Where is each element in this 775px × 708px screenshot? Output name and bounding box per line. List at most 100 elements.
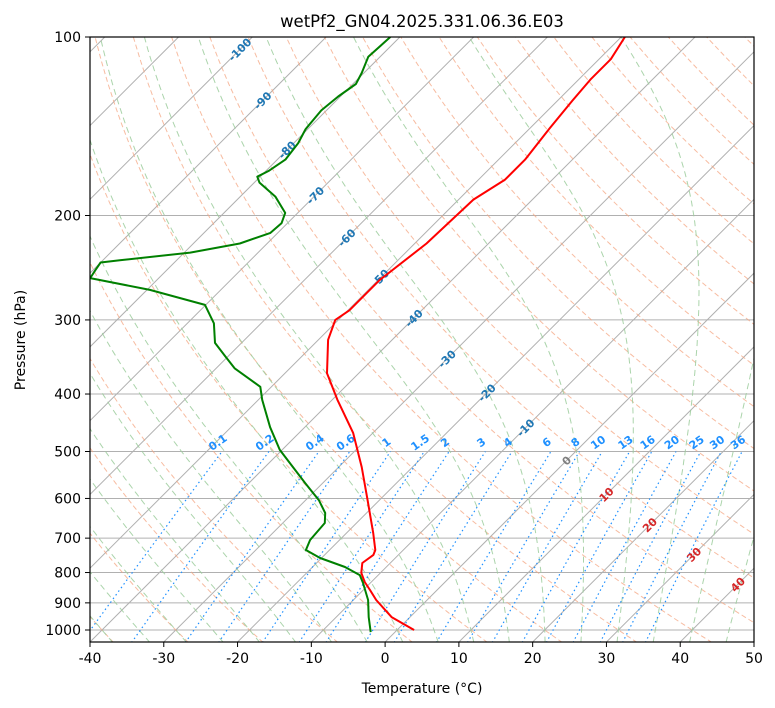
mixing-ratio-label: 2 bbox=[438, 435, 452, 450]
isotherm-line bbox=[458, 346, 754, 642]
mixing-ratio-label: 16 bbox=[638, 433, 658, 453]
moist-adiabat-line bbox=[90, 427, 261, 642]
moist-adiabat-line bbox=[763, 37, 775, 643]
mixing-ratio-lines bbox=[90, 451, 743, 642]
isotherm-line bbox=[384, 272, 754, 642]
isotherm-line bbox=[90, 37, 696, 642]
x-tick-label: -30 bbox=[152, 651, 175, 667]
mixing-ratio-line bbox=[185, 451, 320, 642]
mixing-ratio-label: 30 bbox=[707, 433, 727, 453]
y-tick-label: 900 bbox=[54, 596, 81, 612]
moist-adiabat-line bbox=[689, 355, 754, 642]
mixing-ratio-line bbox=[393, 451, 513, 642]
moist-adiabat-line bbox=[353, 37, 584, 642]
sounding-series bbox=[90, 37, 626, 633]
y-axis-label: Pressure (hPa) bbox=[13, 290, 29, 390]
isotherm-line bbox=[310, 198, 754, 642]
isotherm-line bbox=[163, 51, 754, 642]
chart-title: wetPf2_GN04.2025.331.06.36.E03 bbox=[280, 12, 564, 32]
moist-adiabat-line bbox=[265, 37, 546, 642]
isotherm-label: -90 bbox=[251, 89, 274, 112]
x-axis-label: Temperature (°C) bbox=[361, 681, 483, 697]
dry-adiabat-line bbox=[94, 37, 563, 642]
isotherm-line bbox=[90, 37, 253, 201]
mixing-ratio-line bbox=[218, 451, 351, 642]
dry-adiabat-line bbox=[90, 357, 339, 642]
moist-adiabat-line bbox=[90, 478, 224, 642]
dry-adiabat-line bbox=[209, 37, 754, 624]
y-tick-label: 700 bbox=[54, 531, 81, 547]
dry-adiabat-line bbox=[667, 37, 754, 126]
dry-adiabat-line bbox=[90, 532, 189, 642]
moist-adiabat-line bbox=[90, 372, 297, 642]
mixing-ratio-label: 25 bbox=[687, 433, 707, 452]
mixing-ratio-label: 6 bbox=[540, 435, 554, 450]
moist-adiabat-line bbox=[90, 570, 151, 642]
y-tick-label: 800 bbox=[54, 566, 81, 582]
moist-adiabat-line bbox=[90, 525, 187, 642]
dry-adiabat-line bbox=[171, 37, 713, 642]
dry-adiabat-line bbox=[323, 37, 754, 492]
x-tick-label: 30 bbox=[598, 651, 616, 667]
dry-adiabat-line bbox=[629, 37, 754, 165]
x-tick-label: -10 bbox=[300, 651, 323, 667]
x-tick-label: 10 bbox=[450, 651, 468, 667]
dry-adiabat-line bbox=[553, 37, 754, 245]
mixing-ratio-line bbox=[90, 451, 223, 632]
mixing-ratio-label: 1.5 bbox=[409, 432, 432, 454]
isotherm-line bbox=[236, 124, 754, 642]
mixing-ratio-line bbox=[467, 451, 581, 642]
mixing-ratio-labels: 0.1 0.2 0.4 0.6 1 1.5 2 3 4 6 8 10 13 16 20 25 30 36 bbox=[206, 432, 748, 454]
dry-adiabat-line bbox=[438, 37, 754, 366]
x-tick-label: 40 bbox=[671, 651, 689, 667]
temperature-profile-line bbox=[326, 37, 626, 631]
mixing-ratio-line bbox=[364, 451, 486, 642]
dry-adiabat-line bbox=[90, 261, 413, 642]
mixing-ratio-line bbox=[546, 451, 653, 642]
y-tick-label: 100 bbox=[54, 30, 81, 46]
dewpoint-profile-line bbox=[90, 37, 391, 633]
isotherm-label: -10 bbox=[514, 416, 537, 439]
dry-adiabats bbox=[90, 37, 754, 642]
isotherm-line bbox=[90, 37, 548, 496]
x-tick-label: -40 bbox=[79, 651, 102, 667]
mixing-ratio-label: 3 bbox=[474, 435, 488, 450]
mixing-ratio-label: 36 bbox=[728, 433, 748, 453]
mixing-ratio-label: 8 bbox=[569, 435, 583, 450]
dry-adiabat-line bbox=[362, 37, 754, 450]
mixing-ratio-line bbox=[622, 451, 722, 642]
x-axis-ticks: -40 -30 -20 -10 0 10 20 30 40 50 bbox=[79, 642, 763, 667]
isotherm-line bbox=[753, 641, 754, 642]
dry-adiabat-line bbox=[132, 37, 638, 642]
isotherm-line bbox=[605, 493, 754, 642]
moist-adiabat-line bbox=[90, 234, 368, 642]
isotherm-line bbox=[531, 419, 754, 642]
isotherm-gridlines bbox=[90, 37, 754, 642]
mixing-ratio-line bbox=[325, 451, 450, 642]
mixing-ratio-line bbox=[599, 451, 702, 642]
x-tick-label: 20 bbox=[524, 651, 542, 667]
y-tick-label: 1000 bbox=[45, 623, 81, 639]
dry-adiabat-line bbox=[90, 447, 264, 642]
y-tick-label: 200 bbox=[54, 209, 81, 225]
moist-adiabat-line bbox=[620, 37, 700, 642]
mixing-ratio-label: 4 bbox=[501, 435, 515, 450]
mixing-ratio-line bbox=[298, 451, 425, 642]
moist-adiabat-line bbox=[725, 534, 754, 642]
mixing-ratio-line bbox=[436, 451, 552, 642]
isotherm-label: -100 bbox=[226, 35, 255, 64]
dry-adiabat-line bbox=[90, 152, 488, 642]
isobar-gridlines bbox=[90, 37, 754, 631]
moist-adiabat-line bbox=[90, 138, 404, 642]
dry-adiabat-line bbox=[591, 37, 754, 205]
dry-adiabat-line bbox=[285, 37, 754, 535]
y-tick-label: 500 bbox=[54, 444, 81, 460]
moist-adiabats bbox=[90, 37, 775, 643]
y-tick-label: 400 bbox=[54, 387, 81, 403]
mixing-ratio-label: 0.1 bbox=[206, 432, 229, 454]
dry-adiabat-line bbox=[706, 37, 754, 87]
moist-adiabat-line bbox=[90, 309, 333, 642]
x-tick-label: 0 bbox=[381, 651, 390, 667]
dry-adiabat-line bbox=[515, 37, 754, 285]
